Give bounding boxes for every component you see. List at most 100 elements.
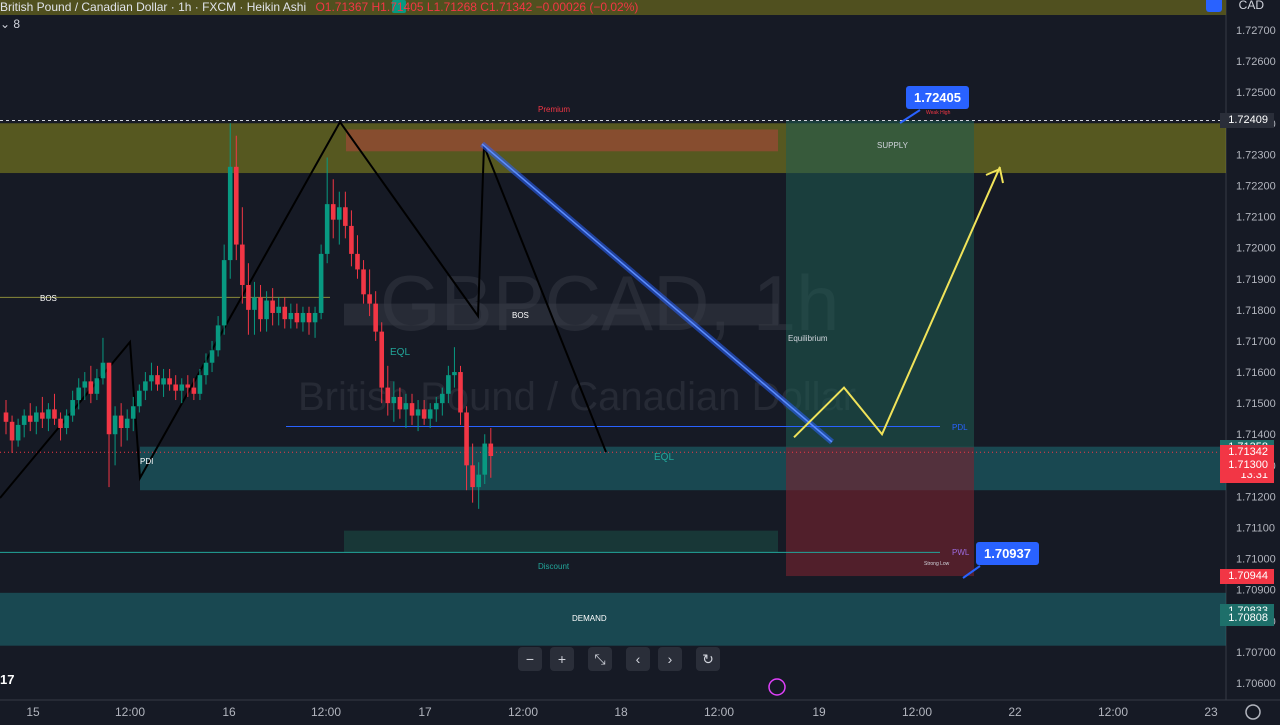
candle (246, 284, 251, 310)
candle (15, 424, 21, 441)
candle (361, 269, 366, 295)
scroll-right-button[interactable]: › (658, 647, 682, 671)
candle (203, 362, 209, 376)
candle (391, 396, 397, 404)
chart-header: British Pound / Canadian Dollar · 1h · F… (0, 0, 638, 14)
descending-trendline-core (481, 143, 833, 443)
candle (9, 421, 15, 441)
indicator-toggle[interactable]: ⌄ 8 (0, 17, 20, 31)
chart-annotation: Discount (538, 562, 570, 571)
candle (312, 312, 318, 323)
candle (27, 415, 33, 422)
price-axis-label: 1.70808 (1220, 611, 1274, 627)
candle (446, 375, 451, 394)
candle (46, 409, 51, 419)
y-tick-label: 1.71000 (1236, 554, 1276, 566)
low-stop-callout[interactable]: 1.70937 (976, 542, 1039, 565)
x-tick-label: 16 (222, 705, 236, 719)
candle (106, 362, 112, 435)
y-tick-label: 1.71600 (1236, 367, 1276, 379)
y-tick-label: 1.72200 (1236, 180, 1276, 192)
candle (379, 331, 385, 388)
chart-annotation: SUPPLY (877, 141, 909, 150)
callout-pointer (962, 565, 981, 579)
scroll-left-button[interactable]: ‹ (626, 647, 650, 671)
x-tick-label: 15 (26, 705, 40, 719)
price-axis-label: 1.70944 (1220, 569, 1274, 585)
chart-annotation: Premium (538, 105, 570, 114)
y-tick-label: 1.72100 (1236, 212, 1276, 224)
candle (288, 312, 294, 320)
zoom-in-button[interactable]: + (550, 647, 574, 671)
chart-annotation: BOS (40, 294, 57, 303)
candle (433, 403, 439, 410)
candle (397, 396, 403, 410)
candle (233, 166, 239, 245)
chevron-down-icon: ⌄ (0, 17, 11, 31)
candle (349, 225, 354, 254)
candle (70, 400, 75, 416)
currency-selector[interactable]: CAD (1238, 0, 1264, 12)
discount-box (344, 530, 778, 553)
zoom-out-button[interactable]: − (518, 647, 542, 671)
candle (367, 294, 372, 304)
x-tick-label: 18 (614, 705, 628, 719)
candle (258, 297, 263, 320)
reset-scale-button[interactable]: ⤡ (588, 647, 612, 671)
reward-box (786, 120, 974, 448)
premium-box (346, 129, 778, 152)
watermark-symbol: GBPCAD, 1h (380, 259, 840, 347)
candle (64, 415, 69, 429)
alert-icon (768, 678, 786, 696)
candle (343, 207, 348, 226)
candle (409, 403, 415, 416)
candle (21, 415, 27, 425)
symbol-title[interactable]: British Pound / Canadian Dollar · 1h · F… (0, 0, 307, 14)
ohlc-readout: O1.71367 H1.71405 L1.71268 C1.71342 −0.0… (315, 0, 639, 14)
chart-navigation-toolbar: − + ⤡ ‹ › ↻ (518, 647, 720, 671)
chart-annotation: DEMAND (572, 614, 607, 623)
candle (282, 306, 288, 320)
candle (221, 260, 227, 326)
candle (215, 325, 221, 351)
screenshot-icon (1206, 0, 1222, 12)
y-tick-label: 1.72300 (1236, 149, 1276, 161)
candle (40, 412, 45, 419)
candle (252, 297, 257, 310)
candle (427, 409, 433, 419)
candle (191, 387, 197, 394)
chart-annotation: Equilibrium (788, 334, 828, 343)
reset-chart-button[interactable]: ↻ (696, 647, 720, 671)
candle (415, 409, 421, 416)
candle (464, 412, 469, 466)
settings-gear-icon (1245, 704, 1261, 720)
x-tick-label: 17 (418, 705, 432, 719)
y-tick-label: 1.71200 (1236, 491, 1276, 503)
price-axis-label: 1.71300 (1220, 458, 1274, 474)
x-tick-label: 12:00 (115, 705, 145, 719)
chart-annotation: PDL (952, 423, 968, 432)
risk-box (786, 447, 974, 577)
candle (337, 207, 342, 220)
high-target-callout[interactable]: 1.72405 (906, 86, 969, 109)
candle (276, 306, 281, 313)
candle (3, 412, 9, 422)
candle (137, 390, 142, 407)
x-tick-label: 23 (1204, 705, 1218, 719)
y-tick-label: 1.70600 (1236, 678, 1276, 690)
candle (324, 204, 330, 254)
candle (124, 418, 130, 429)
candle (155, 375, 160, 385)
x-tick-label: 12:00 (508, 705, 538, 719)
indicator-count: 8 (13, 17, 21, 31)
header-strip (0, 0, 1226, 15)
candle (58, 418, 63, 429)
candle (88, 381, 94, 394)
projection-arrowhead (985, 167, 1004, 184)
y-tick-label: 1.72700 (1236, 25, 1276, 37)
price-axis-label: 1.72409 (1220, 113, 1274, 129)
candle (330, 204, 336, 220)
y-tick-label: 1.71500 (1236, 398, 1276, 410)
equilibrium-box (344, 303, 778, 326)
